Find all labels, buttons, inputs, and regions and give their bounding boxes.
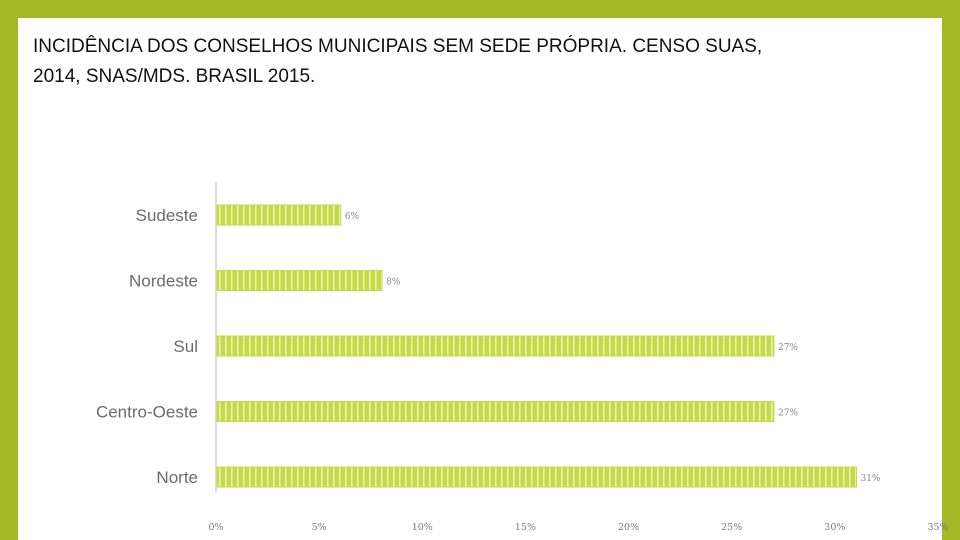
title-line-1: INCIDÊNCIA DOS CONSELHOS MUNICIPAIS SEM … bbox=[33, 36, 763, 57]
category-label: Sudeste bbox=[136, 206, 198, 225]
value-label: 31% bbox=[860, 474, 880, 484]
x-tick-label: 15% bbox=[515, 522, 536, 533]
bar-sudeste bbox=[216, 204, 342, 226]
x-tick-label: 0% bbox=[208, 522, 223, 533]
bar-sul bbox=[216, 335, 775, 357]
category-label: Sul bbox=[173, 337, 198, 356]
x-tick-label: 5% bbox=[312, 522, 327, 533]
chart-title: INCIDÊNCIA DOS CONSELHOS MUNICIPAIS SEM … bbox=[33, 32, 923, 92]
value-label: 6% bbox=[345, 212, 360, 222]
bar-centro-oeste bbox=[216, 401, 775, 422]
bar-nordeste bbox=[216, 270, 383, 291]
title-line-2: 2014, SNAS/MDS. BRASIL 2015. bbox=[33, 66, 316, 87]
value-label: 27% bbox=[778, 409, 798, 419]
value-label: 27% bbox=[778, 343, 798, 353]
category-label: Nordeste bbox=[129, 272, 198, 291]
value-label: 8% bbox=[386, 278, 401, 288]
category-label: Centro-Oeste bbox=[96, 403, 198, 422]
x-tick-label: 30% bbox=[824, 522, 845, 533]
x-tick-label: 10% bbox=[412, 522, 433, 533]
x-tick-label: 20% bbox=[618, 522, 639, 533]
x-tick-label: 35% bbox=[927, 522, 948, 533]
x-tick-label: 25% bbox=[721, 522, 742, 533]
bar-norte bbox=[216, 466, 857, 488]
category-label: Norte bbox=[156, 468, 198, 487]
slide: INCIDÊNCIA DOS CONSELHOS MUNICIPAIS SEM … bbox=[18, 18, 942, 540]
